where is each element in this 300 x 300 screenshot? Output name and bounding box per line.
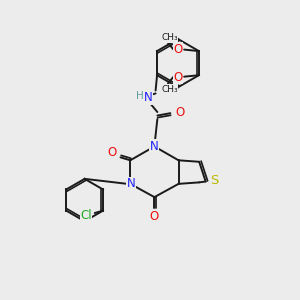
Text: N: N [150,140,159,153]
Text: CH₃: CH₃ [161,33,178,42]
Text: N: N [127,177,135,190]
Text: Cl: Cl [80,209,92,223]
Text: CH₃: CH₃ [161,85,178,94]
Text: N: N [144,92,153,104]
Text: O: O [107,146,117,159]
Text: S: S [210,174,218,188]
Text: H: H [136,91,144,100]
Text: O: O [173,71,183,84]
Text: O: O [173,43,183,56]
Text: O: O [150,210,159,223]
Text: O: O [175,106,184,119]
